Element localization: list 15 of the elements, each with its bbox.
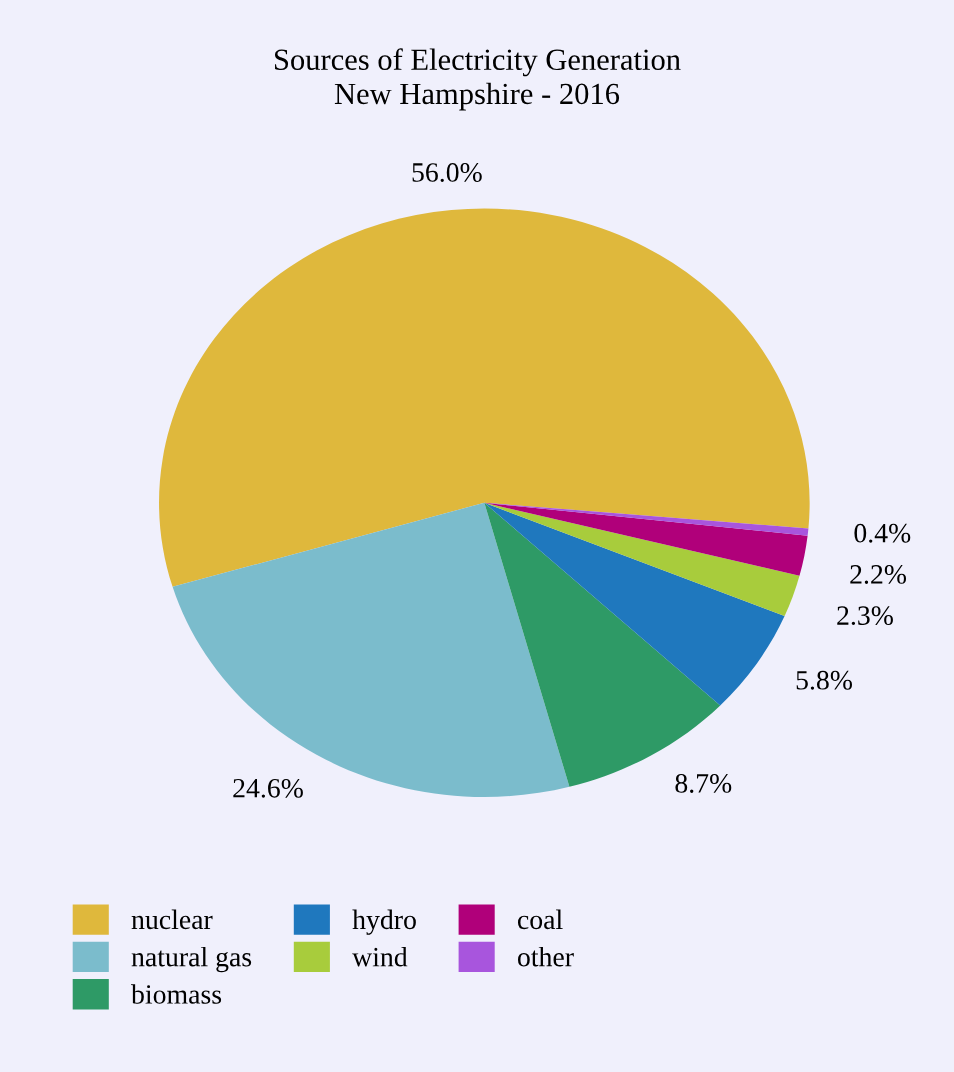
data-label: 2.3%: [837, 606, 893, 626]
data-label: 2.2%: [850, 565, 907, 584]
legend-label: wind: [352, 946, 408, 967]
legend-label: hydro: [352, 909, 416, 935]
data-label: 24.6%: [233, 778, 303, 798]
legend-label: coal: [518, 909, 563, 930]
data-label: 56.0%: [412, 163, 482, 182]
data-label: 8.7%: [675, 774, 732, 793]
legend-label: nuclear: [131, 909, 213, 930]
legend-label: natural gas: [131, 946, 252, 973]
legend-label: other: [518, 946, 574, 967]
data-label: 5.8%: [796, 670, 853, 690]
legend-label: biomass: [131, 984, 222, 1004]
data-label: 0.4%: [854, 523, 911, 543]
chart-title: Sources of Electricity Generation New Hampshire - 2016: [274, 48, 681, 111]
